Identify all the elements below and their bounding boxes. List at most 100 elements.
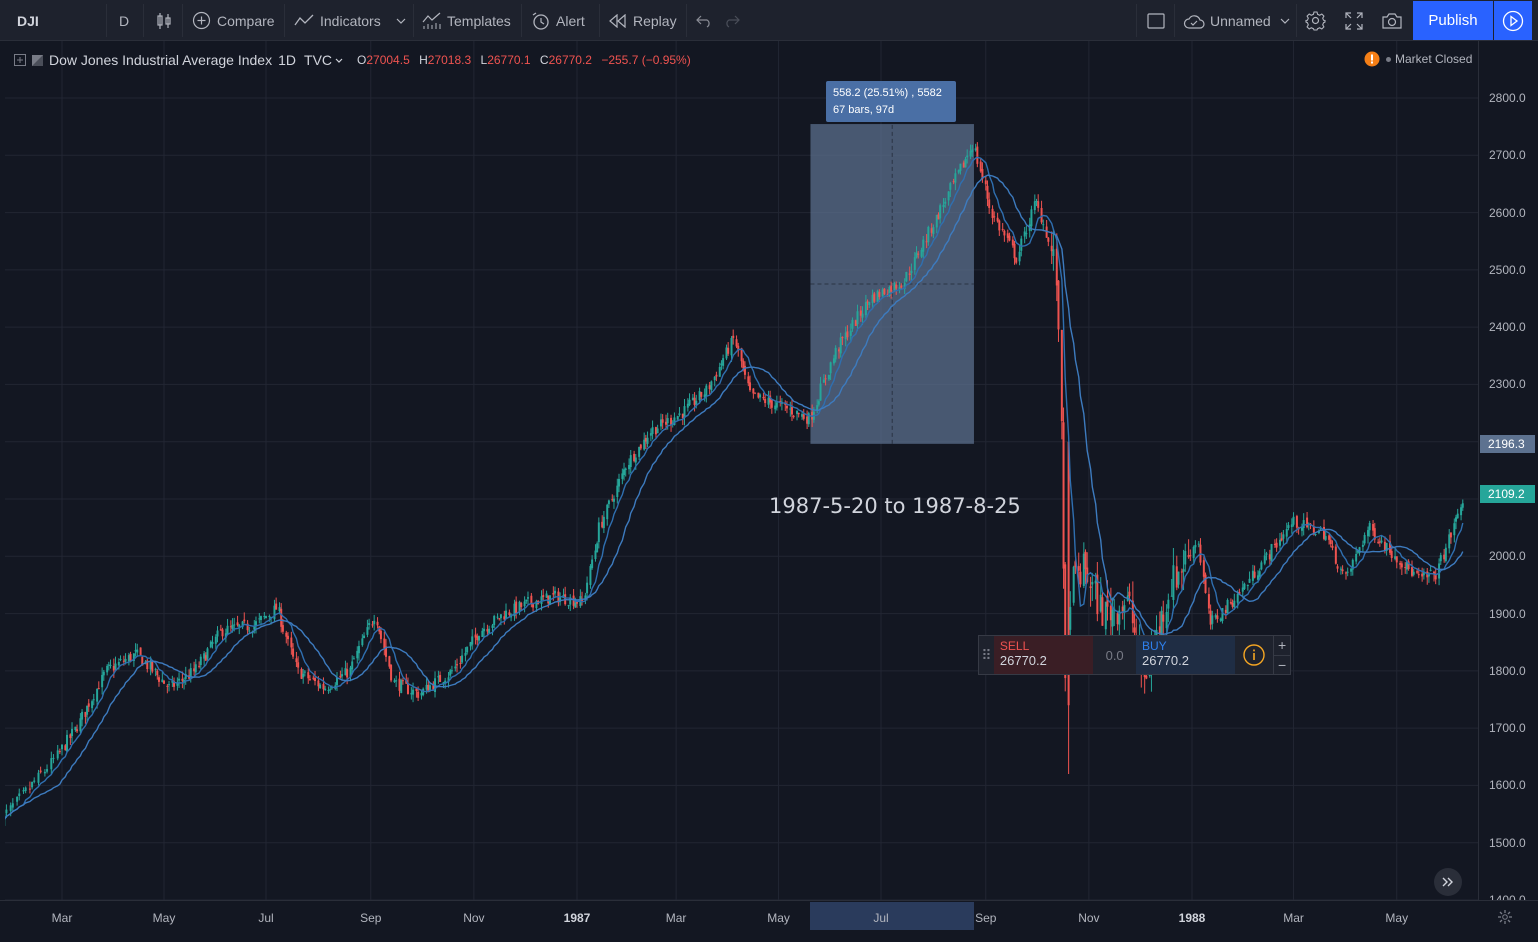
redo-icon bbox=[724, 14, 740, 28]
scroll-to-realtime-button[interactable] bbox=[1434, 868, 1462, 896]
time-range-highlight bbox=[810, 902, 974, 930]
sell-button[interactable]: SELL 26770.2 bbox=[993, 636, 1094, 674]
undo-icon bbox=[696, 14, 712, 28]
candle-body bbox=[341, 674, 344, 677]
candle-body bbox=[43, 771, 46, 774]
warning-icon[interactable] bbox=[1364, 51, 1380, 67]
buy-button[interactable]: BUY 26770.2 bbox=[1135, 636, 1236, 674]
candle-body bbox=[1160, 610, 1163, 641]
compare-button[interactable]: Compare bbox=[192, 0, 275, 41]
candle-body bbox=[839, 337, 842, 354]
price-chart[interactable] bbox=[5, 41, 1478, 900]
candle-body bbox=[1378, 541, 1381, 543]
cloud-check-icon bbox=[1183, 13, 1205, 29]
expand-legend-icon[interactable] bbox=[14, 54, 26, 66]
price-axis[interactable]: 2800.0 2700.0 2600.0 2500.0 2400.0 2300.0 2000… bbox=[1478, 41, 1538, 907]
candle-body bbox=[1407, 561, 1410, 569]
undo-button[interactable] bbox=[696, 0, 712, 41]
candle-body bbox=[124, 658, 127, 662]
fullscreen-button[interactable] bbox=[1345, 0, 1363, 41]
candle-body bbox=[498, 618, 501, 620]
plus-circle-icon bbox=[192, 11, 211, 30]
candle-body bbox=[816, 405, 819, 411]
candle-body bbox=[488, 628, 491, 634]
replay-button[interactable]: Replay bbox=[609, 0, 677, 41]
candle-body bbox=[920, 249, 923, 257]
candle-body bbox=[1035, 201, 1038, 203]
low-value: 26770.1 bbox=[487, 53, 531, 67]
candle-body bbox=[39, 770, 42, 773]
candle-body bbox=[22, 790, 25, 792]
candle-body bbox=[243, 619, 246, 622]
redo-button[interactable] bbox=[724, 0, 740, 41]
candle-body bbox=[425, 684, 428, 690]
drag-handle-icon[interactable]: ⠿ bbox=[981, 646, 992, 663]
candle-body bbox=[552, 592, 555, 595]
candle-body bbox=[1434, 574, 1437, 580]
templates-button[interactable]: Templates bbox=[422, 0, 511, 41]
replay-label: Replay bbox=[633, 12, 677, 29]
series-exchange[interactable]: TVC bbox=[304, 52, 333, 68]
visibility-icon[interactable] bbox=[32, 54, 43, 66]
candle-body bbox=[806, 416, 809, 424]
candle-body bbox=[691, 397, 694, 401]
candle-body bbox=[393, 680, 396, 682]
candle-body bbox=[1339, 568, 1342, 570]
candle-body bbox=[324, 688, 327, 690]
candle-body bbox=[1209, 610, 1212, 625]
indicators-dropdown[interactable] bbox=[396, 0, 406, 41]
candle-body bbox=[895, 284, 898, 289]
chevron-down-icon[interactable] bbox=[335, 58, 343, 63]
decrease-button[interactable]: − bbox=[1277, 656, 1287, 673]
candle-body bbox=[1074, 561, 1077, 568]
candle-body bbox=[132, 653, 135, 662]
candle-body bbox=[16, 796, 19, 802]
candle-body bbox=[693, 397, 696, 405]
candle-body bbox=[569, 597, 572, 605]
candle-body bbox=[486, 629, 489, 632]
settings-button[interactable] bbox=[1305, 0, 1326, 41]
candle-body bbox=[515, 601, 518, 614]
layout-dropdown[interactable] bbox=[1280, 0, 1290, 41]
candle-body bbox=[596, 543, 599, 553]
publish-button[interactable]: Publish bbox=[1413, 1, 1493, 40]
save-layout-button[interactable]: Unnamed bbox=[1183, 0, 1271, 41]
candle-body bbox=[1231, 603, 1234, 607]
chart-pane[interactable] bbox=[5, 41, 1478, 900]
interval-button[interactable]: D bbox=[119, 0, 129, 41]
candle-body bbox=[1404, 566, 1407, 569]
candle-body bbox=[236, 622, 239, 626]
snapshot-button[interactable] bbox=[1381, 0, 1403, 41]
candle-body bbox=[586, 582, 589, 594]
alert-button[interactable]: Alert bbox=[531, 0, 585, 41]
chart-type-button[interactable] bbox=[155, 0, 173, 41]
symbol-search[interactable]: DJI bbox=[17, 0, 39, 41]
candle-body bbox=[986, 185, 989, 199]
candle-body bbox=[193, 668, 196, 672]
candle-body bbox=[762, 396, 765, 399]
candle-body bbox=[952, 181, 955, 183]
candle-body bbox=[1377, 541, 1380, 543]
info-button[interactable] bbox=[1235, 636, 1273, 674]
candle-body bbox=[254, 621, 257, 627]
candle-body bbox=[229, 626, 232, 628]
time-axis[interactable]: Mar May Jul Sep Nov 1987 Mar May Jul Sep Nov 1988 Ma… bbox=[0, 900, 1538, 942]
candle-body bbox=[542, 595, 545, 598]
publish-play-button[interactable] bbox=[1494, 1, 1532, 40]
candle-body bbox=[651, 427, 654, 434]
axis-settings-icon[interactable] bbox=[1497, 909, 1513, 925]
candle-body bbox=[481, 630, 484, 637]
candle-body bbox=[849, 330, 852, 336]
series-title[interactable]: Dow Jones Industrial Average Index bbox=[49, 52, 273, 68]
candle-body bbox=[1194, 544, 1197, 548]
select-layout-button[interactable] bbox=[1147, 0, 1165, 41]
candle-body bbox=[1033, 201, 1036, 211]
increase-button[interactable]: + bbox=[1274, 636, 1290, 656]
candle-body bbox=[1219, 618, 1222, 621]
indicators-button[interactable]: Indicators bbox=[294, 0, 381, 41]
candle-body bbox=[1319, 528, 1322, 530]
candle-body bbox=[957, 170, 960, 173]
gear-icon bbox=[1305, 10, 1326, 31]
candle-body bbox=[1123, 605, 1126, 613]
market-status[interactable]: Market Closed bbox=[1364, 50, 1472, 68]
